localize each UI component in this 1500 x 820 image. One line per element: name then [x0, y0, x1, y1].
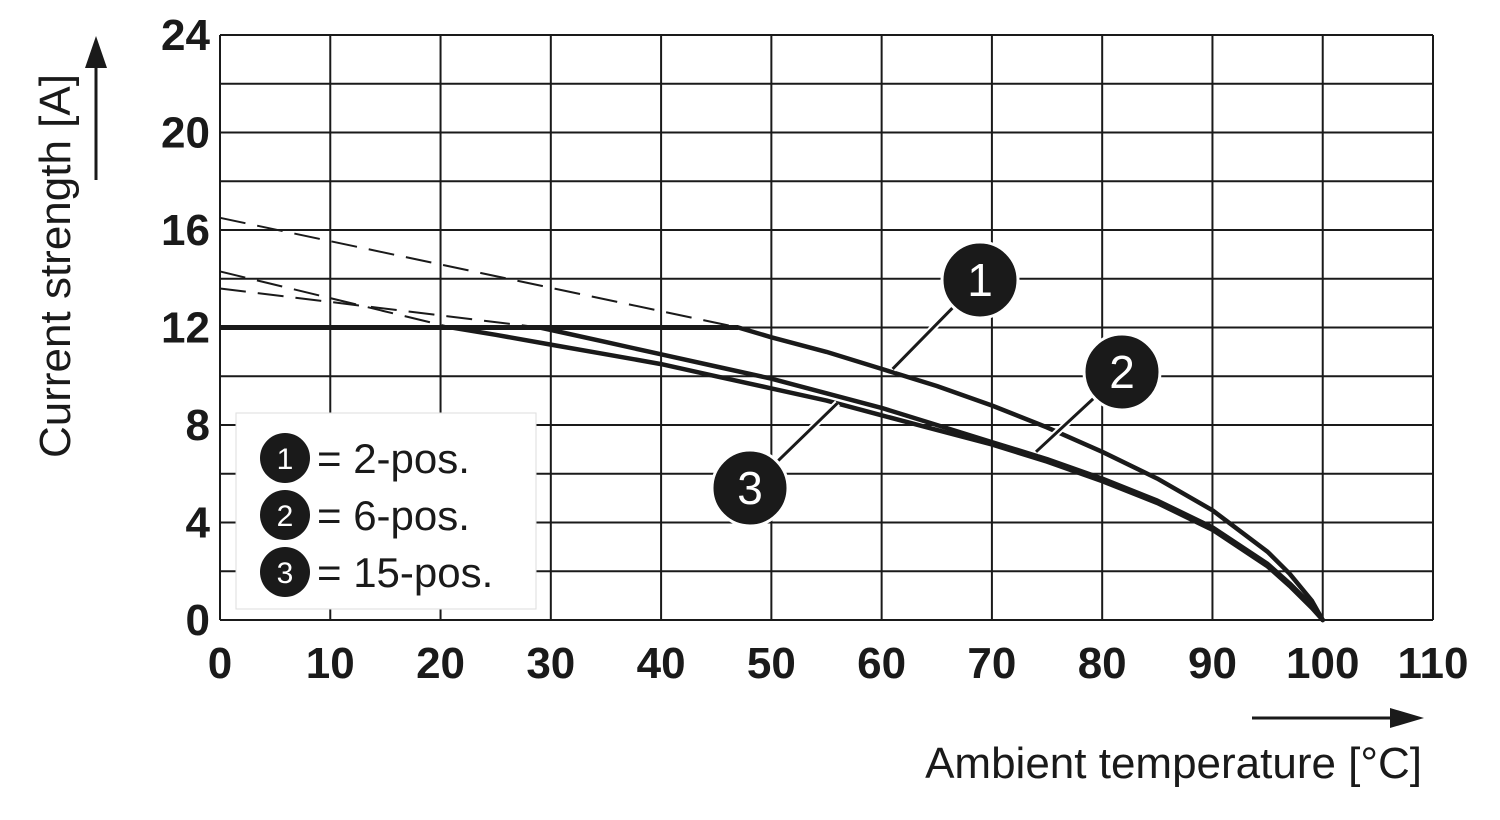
callout-leader-line: [1034, 396, 1096, 453]
callouts: 1 2 3: [710, 240, 1162, 528]
series-line-3: [449, 325, 1325, 623]
x-tick-label: 10: [306, 639, 355, 688]
legend-badge-label: 1: [277, 443, 294, 476]
y-tick-label: 4: [186, 499, 211, 548]
x-tick-label: 40: [637, 639, 686, 688]
x-tick-label: 30: [526, 639, 575, 688]
callout-badge-icon: [940, 240, 1020, 320]
callout-badge-label: 3: [737, 462, 763, 514]
extrapolation-lines: [219, 216, 739, 329]
callout-badge-label: 1: [967, 254, 993, 306]
y-tick-label: 24: [161, 11, 210, 60]
legend-badge-label: 2: [277, 500, 294, 533]
callout-badge-icon: [1082, 332, 1162, 412]
y-tick-label: 0: [186, 596, 210, 645]
extrapolation-line-3: [219, 270, 452, 329]
extrapolation-line-1: [219, 216, 739, 329]
x-tick-label: 100: [1286, 639, 1359, 688]
series-lines: [220, 325, 1325, 623]
grid: [219, 34, 1434, 621]
legend-entry-text: = 6-pos.: [317, 492, 470, 539]
x-tick-label: 90: [1188, 639, 1237, 688]
series-line-1: [736, 325, 1325, 623]
callout-leader-line: [776, 401, 839, 463]
y-tick-label: 8: [186, 401, 210, 450]
y-axis-label: Current strength [A]: [31, 74, 80, 458]
x-tick-label: 80: [1078, 639, 1127, 688]
x-tick-label: 110: [1398, 639, 1469, 688]
legend-badge-icon: [260, 490, 310, 540]
callout-leader-line: [891, 306, 955, 370]
legend: 1 = 2-pos. 2 = 6-pos. 3 = 15-pos.: [235, 412, 537, 610]
legend-badge-label: 3: [277, 557, 294, 590]
extrapolation-line-2: [219, 287, 540, 329]
legend-badge-icon: [260, 547, 310, 597]
x-tick-label: 70: [967, 639, 1016, 688]
y-tick-label: 12: [161, 304, 210, 353]
y-tick-label: 20: [161, 109, 210, 158]
x-tick-label: 60: [857, 639, 906, 688]
y-tick-label: 16: [161, 206, 210, 255]
x-tick-label: 0: [208, 639, 232, 688]
x-tick-label: 50: [747, 639, 796, 688]
callout-badge-icon: [710, 448, 790, 528]
callout-badge-label: 2: [1109, 346, 1135, 398]
legend-badge-icon: [260, 433, 310, 483]
legend-entry-text: = 15-pos.: [317, 549, 493, 596]
legend-entry-text: = 2-pos.: [317, 435, 470, 482]
x-axis-arrow-icon: [1252, 708, 1424, 728]
x-axis-label: Ambient temperature [°C]: [925, 739, 1422, 788]
y-axis-arrow-icon: [85, 36, 107, 180]
x-tick-label: 20: [416, 639, 465, 688]
